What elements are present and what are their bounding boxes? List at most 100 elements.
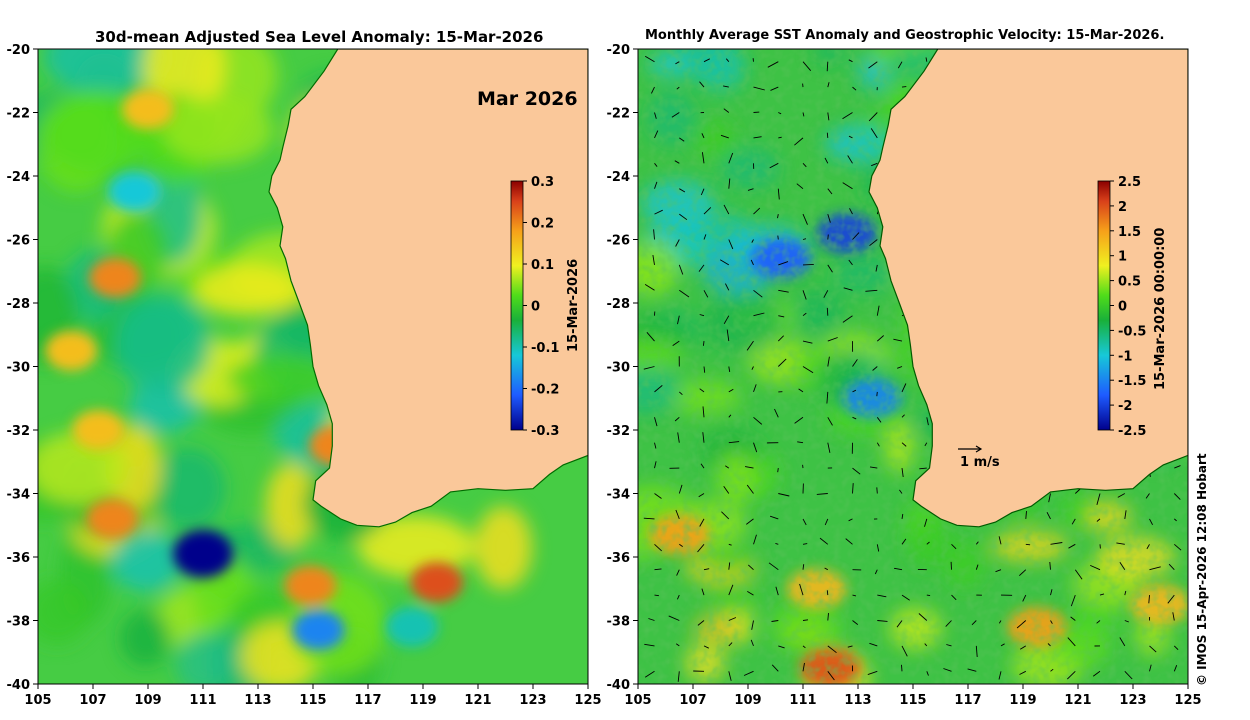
x-tick-label: 119: [409, 693, 436, 708]
colorbar-tick-label: -0.5: [1118, 324, 1146, 339]
velocity-vector: [901, 442, 907, 447]
velocity-vector: [1124, 590, 1127, 596]
velocity-vector: [877, 335, 884, 342]
velocity-vector: [675, 643, 680, 647]
velocity-vector: [778, 645, 785, 649]
velocity-vector: [848, 518, 853, 522]
velocity-vector: [770, 86, 779, 91]
velocity-vector: [802, 619, 809, 621]
velocity-vector: [697, 544, 705, 553]
velocity-vector: [777, 188, 780, 200]
velocity-vector: [777, 335, 785, 342]
velocity-vector: [676, 86, 680, 90]
y-tick-label: -36: [7, 551, 31, 566]
velocity-vector: [1173, 665, 1178, 672]
velocity-vector: [644, 284, 655, 291]
velocity-vector: [677, 315, 680, 325]
velocity-vector: [648, 618, 655, 621]
velocity-vector: [728, 388, 734, 393]
velocity-vector: [799, 583, 804, 596]
velocity-vector: [802, 238, 807, 240]
velocity-vector: [901, 383, 907, 393]
velocity-vector: [901, 414, 905, 418]
velocity-vector: [998, 620, 1002, 624]
velocity-vector: [700, 463, 705, 469]
velocity-vector: [1149, 566, 1161, 571]
australia-landmass: [268, 49, 588, 528]
velocity-vector: [926, 671, 929, 676]
velocity-vector: [675, 509, 680, 520]
x-tick-label: 123: [519, 693, 546, 708]
velocity-vector: [945, 620, 952, 627]
velocity-vector: [1096, 518, 1101, 522]
velocity-vector: [654, 543, 663, 552]
velocity-vector: [827, 645, 837, 654]
velocity-vector: [747, 591, 754, 596]
velocity-vector: [827, 356, 830, 367]
velocity-vector: [653, 229, 655, 240]
velocity-vector: [702, 432, 705, 443]
x-tick-label: 125: [1174, 693, 1201, 708]
y-tick-label: -30: [607, 361, 631, 376]
velocity-vector: [728, 562, 731, 570]
velocity-vector: [768, 562, 779, 571]
velocity-vector: [874, 569, 878, 575]
x-tick-label: 125: [574, 693, 601, 708]
velocity-vector: [894, 567, 903, 571]
velocity-vector: [802, 340, 813, 344]
velocity-vector: [679, 137, 685, 142]
velocity-vector: [827, 417, 833, 426]
velocity-vector: [843, 287, 853, 291]
velocity-vector: [654, 461, 657, 469]
velocity-vector: [775, 586, 779, 596]
velocity-vector: [826, 590, 829, 596]
velocity-vector: [747, 188, 754, 191]
field-blob: [162, 96, 274, 164]
velocity-vector: [746, 518, 754, 525]
velocity-vector: [701, 133, 705, 139]
right-colorbar: [1097, 180, 1111, 431]
velocity-vector: [698, 264, 705, 272]
velocity-vector: [901, 594, 910, 601]
velocity-vector: [747, 564, 754, 571]
colorbar-tick-label: -2: [1118, 399, 1132, 414]
velocity-vector: [702, 341, 705, 346]
velocity-vector: [1025, 511, 1027, 519]
velocity-vector: [926, 594, 931, 597]
velocity-vector: [1148, 595, 1150, 604]
velocity-vector: [819, 537, 829, 545]
velocity-vector: [924, 643, 928, 647]
velocity-vector: [1068, 543, 1076, 549]
velocity-vector: [875, 264, 878, 272]
velocity-vector: [798, 388, 804, 393]
velocity-vector: [827, 264, 833, 273]
velocity-vector: [728, 543, 732, 546]
velocity-vector: [842, 315, 853, 323]
velocity-vector: [703, 58, 711, 63]
y-tick-label: -30: [7, 361, 31, 376]
velocity-vector: [971, 620, 977, 626]
velocity-vector: [678, 391, 683, 396]
x-tick-label: 105: [624, 693, 651, 708]
velocity-vector: [728, 414, 732, 418]
velocity-vector: [826, 132, 829, 138]
velocity-vector: [745, 466, 754, 469]
velocity-vector: [674, 160, 680, 164]
velocity-vector: [1174, 465, 1181, 469]
colorbar-tick-label: 0: [1118, 300, 1127, 315]
field-blob: [114, 294, 211, 394]
velocity-vector: [848, 59, 853, 63]
sea-level-low: [292, 610, 345, 650]
velocity-vector: [723, 204, 730, 215]
velocity-vector: [802, 645, 806, 649]
velocity-vector: [750, 639, 754, 647]
colorbar-tick-label: 0: [531, 300, 540, 315]
velocity-vector: [679, 543, 683, 547]
velocity-vector: [852, 86, 857, 91]
velocity-vector: [753, 289, 763, 298]
velocity-vector: [675, 61, 680, 65]
velocity-vector: [679, 188, 686, 193]
velocity-vector: [802, 61, 812, 71]
y-tick-label: -28: [7, 297, 31, 312]
